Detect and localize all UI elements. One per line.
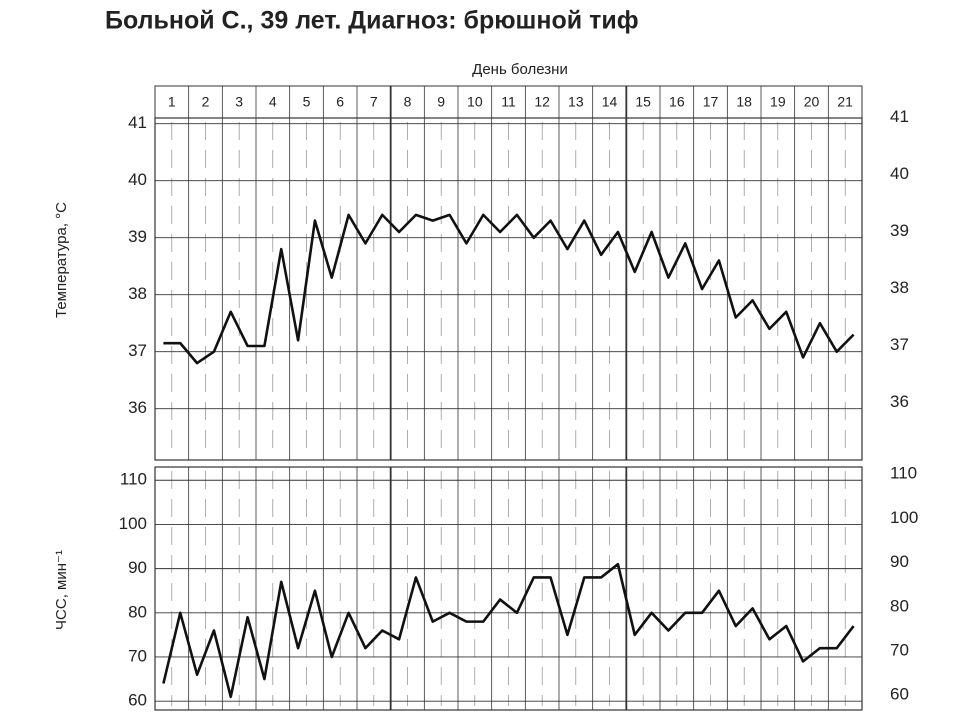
y-tick-label-right: 36 (890, 392, 909, 411)
y-tick-label: 110 (120, 470, 147, 489)
y-tick-label: 38 (128, 284, 147, 303)
y-tick-label: 36 (128, 398, 147, 417)
day-label: 3 (235, 94, 243, 110)
day-label: 2 (202, 94, 210, 110)
x-axis-label: День болезни (472, 61, 568, 78)
day-label: 14 (602, 94, 618, 110)
y-axis-label: ЧСС, мин⁻¹ (53, 550, 70, 630)
day-label: 20 (804, 94, 820, 110)
day-label: 10 (467, 94, 483, 110)
day-label: 4 (269, 94, 277, 110)
day-label: 7 (370, 94, 378, 110)
day-label: 13 (568, 94, 584, 110)
y-tick-label-right: 40 (890, 164, 909, 183)
y-tick-label: 40 (128, 170, 147, 189)
day-label: 15 (635, 94, 651, 110)
plot-frame (154, 466, 863, 711)
y-tick-label: 70 (128, 646, 147, 665)
y-tick-label-right: 41 (890, 107, 909, 126)
y-tick-label-right: 37 (890, 335, 909, 354)
y-tick-label: 100 (119, 514, 147, 533)
y-tick-label-right: 90 (890, 552, 909, 571)
y-tick-label: 39 (128, 227, 147, 246)
y-tick-label-right: 39 (890, 221, 909, 240)
day-label: 12 (534, 94, 550, 110)
day-label: 5 (303, 94, 311, 110)
plot-frame (154, 117, 863, 461)
y-tick-label: 90 (128, 558, 147, 577)
day-label: 6 (336, 94, 344, 110)
chart-title: Больной С., 39 лет. Диагноз: брюшной тиф (105, 7, 639, 35)
day-label: 16 (669, 94, 685, 110)
y-tick-label-right: 60 (890, 685, 909, 704)
day-label: 17 (703, 94, 719, 110)
day-label: 8 (404, 94, 412, 110)
y-tick-label-right: 80 (890, 596, 909, 615)
y-tick-label-right: 100 (890, 508, 918, 527)
y-tick-label-right: 70 (890, 640, 909, 659)
day-label: 1 (168, 94, 176, 110)
y-tick-label-right: 38 (890, 278, 909, 297)
y-tick-label: 60 (128, 691, 147, 710)
y-tick-label: 37 (128, 341, 147, 360)
day-label: 21 (837, 94, 853, 110)
day-label: 11 (501, 94, 516, 110)
day-label: 19 (770, 94, 786, 110)
data-line (163, 213, 855, 365)
data-line (162, 562, 855, 699)
y-tick-label-right: 110 (890, 464, 917, 483)
y-axis-label: Температура, °С (53, 202, 70, 318)
day-label: 18 (736, 94, 752, 110)
day-label: 9 (437, 94, 445, 110)
y-tick-label: 80 (128, 602, 147, 621)
y-tick-label: 41 (128, 113, 147, 132)
